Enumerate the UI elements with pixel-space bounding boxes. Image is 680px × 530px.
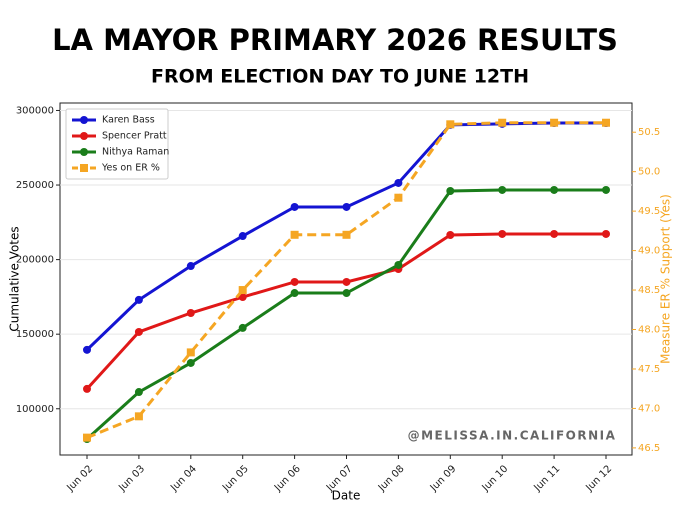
x-tick-label: Jun 11 — [532, 463, 563, 494]
data-point — [83, 384, 91, 393]
legend-marker — [80, 148, 88, 156]
series-line — [85, 188, 606, 441]
data-point — [446, 120, 455, 129]
data-point — [290, 230, 299, 239]
legend-label: Karen Bass — [102, 115, 155, 126]
legend-marker — [80, 164, 88, 172]
x-tick-label: Jun 06 — [272, 463, 303, 494]
data-point — [186, 262, 195, 271]
data-point — [446, 187, 455, 195]
legend-label: Spencer Pratt — [102, 131, 167, 142]
y-tick-label: 250000 — [16, 180, 54, 191]
data-point — [186, 309, 195, 318]
data-point — [290, 289, 299, 298]
y2-tick-label: 48.0 — [638, 325, 660, 336]
y2-tick-label: 47.0 — [638, 403, 660, 414]
legend-label: Yes on ER % — [101, 163, 160, 174]
data-point — [342, 277, 351, 286]
data-point — [238, 293, 247, 302]
data-point — [83, 433, 91, 442]
data-point — [238, 232, 247, 241]
data-point — [446, 231, 455, 239]
data-point — [550, 229, 559, 238]
data-point — [134, 388, 143, 397]
y-tick-label: 150000 — [16, 329, 54, 340]
data-point — [394, 260, 403, 269]
data-point — [394, 178, 403, 187]
series-line — [85, 232, 606, 390]
data-point — [498, 118, 507, 127]
chart-title: LA MAYOR PRIMARY 2026 RESULTS — [52, 23, 618, 57]
data-point — [602, 185, 610, 194]
x-tick-label: Jun 04 — [168, 463, 199, 494]
data-point — [134, 412, 143, 421]
y-tick-label: 300000 — [16, 105, 54, 116]
y2-tick-label: 47.5 — [638, 364, 660, 375]
y-axis-label: Cumulative Votes — [8, 226, 22, 331]
x-tick-label: Jun 08 — [376, 463, 407, 494]
data-point — [602, 118, 610, 127]
data-point — [290, 277, 299, 286]
data-point — [498, 229, 507, 238]
legend-box — [65, 108, 169, 180]
data-point — [290, 202, 299, 211]
data-point — [83, 345, 91, 354]
data-point — [342, 202, 351, 211]
y-tick-label: 100000 — [16, 404, 54, 415]
x-tick-label: Jun 09 — [428, 463, 459, 494]
data-point — [342, 289, 351, 298]
data-point — [550, 185, 559, 194]
data-point — [238, 323, 247, 332]
y2-tick-label: 50.5 — [638, 127, 660, 138]
y2-axis-label: Measure ER % Support (Yes) — [659, 194, 673, 364]
x-tick-label: Jun 02 — [64, 463, 95, 494]
x-axis-label: Date — [332, 489, 361, 503]
y2-tick-label: 48.5 — [638, 285, 660, 296]
x-tick-label: Jun 05 — [220, 463, 251, 494]
chart-subtitle: FROM ELECTION DAY TO JUNE 12TH — [151, 66, 529, 88]
data-point — [134, 295, 143, 304]
x-tick-label: Jun 10 — [480, 463, 511, 494]
x-tick-label: Jun 12 — [583, 463, 614, 494]
watermark: @MELISSA.IN.CALIFORNIA — [408, 429, 617, 443]
data-point — [602, 229, 610, 238]
legend-marker — [80, 116, 88, 124]
data-point — [238, 286, 247, 295]
legend-marker — [80, 132, 88, 140]
y2-tick-label: 49.0 — [638, 246, 660, 257]
y2-tick-label: 50.0 — [638, 167, 660, 178]
y2-tick-label: 46.5 — [638, 443, 660, 454]
legend-label: Nithya Raman — [102, 147, 169, 158]
data-point — [342, 230, 351, 239]
data-point — [498, 185, 507, 194]
x-tick-label: Jun 03 — [116, 463, 147, 494]
data-point — [550, 118, 559, 127]
y-tick-label: 200000 — [16, 255, 54, 266]
data-point — [134, 327, 143, 336]
data-point — [394, 193, 403, 202]
data-point — [186, 358, 195, 367]
data-point — [186, 348, 195, 357]
y2-tick-label: 49.5 — [638, 206, 660, 217]
